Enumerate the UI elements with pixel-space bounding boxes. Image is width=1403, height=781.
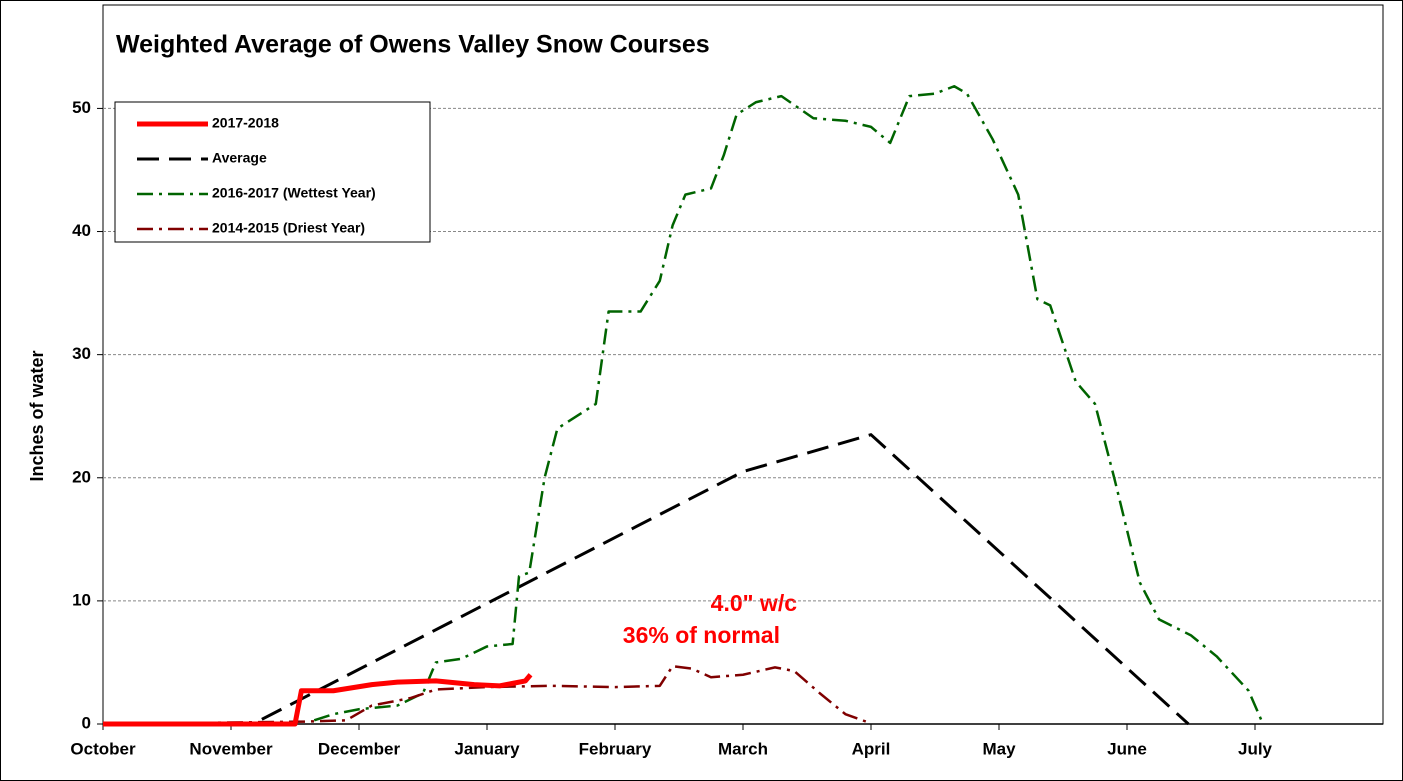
x-tick-label: January [454,739,520,758]
y-axis-label: Inches of water [27,350,47,481]
x-tick-label: March [718,739,768,758]
x-tick-label: May [982,739,1016,758]
legend-label: 2014-2015 (Driest Year) [212,220,365,236]
annotation: 4.0" w/c [711,590,798,616]
legend-label: Average [212,150,267,166]
legend: 2017-2018 Average 2016-2017 (Wettest Year)… [114,101,431,243]
chart-title: Weighted Average of Owens Valley Snow Co… [116,31,710,59]
series-line [103,673,533,727]
legend-label: 2017-2018 [212,115,279,131]
y-tick-label: 0 [82,713,91,732]
y-tick-label: 10 [72,590,91,609]
x-tick-label: November [189,739,273,758]
x-tick-label: June [1107,739,1147,758]
x-tick-label: February [579,739,652,758]
legend-label: 2016-2017 (Wettest Year) [212,185,376,201]
x-tick-label: April [852,739,891,758]
x-tick-label: July [1238,739,1273,758]
y-tick-label: 50 [72,98,91,117]
series-line [313,85,1263,722]
y-tick-label: 40 [72,221,91,240]
annotation: 36% of normal [623,622,780,648]
x-tick-label: October [70,739,136,758]
series-line [102,664,872,726]
y-tick-label: 30 [72,344,91,363]
y-tick-label: 20 [72,467,91,486]
x-tick-label: December [318,739,401,758]
